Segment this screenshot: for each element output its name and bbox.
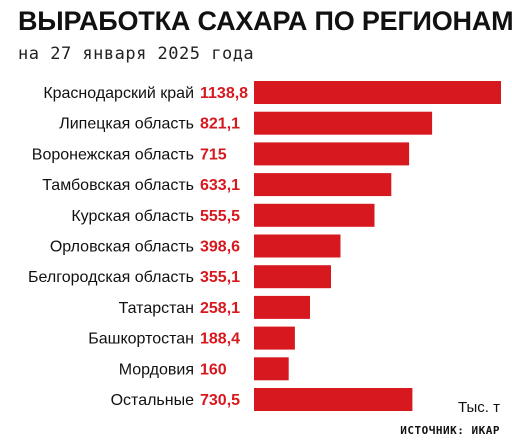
- category-label: Воронежская область: [32, 146, 194, 163]
- bar: [254, 234, 341, 258]
- bar: [254, 142, 410, 166]
- value-label: 398,6: [200, 239, 240, 256]
- source-label: ИСТОЧНИК: ИКАР: [400, 424, 500, 437]
- chart-title: ВЫРАБОТКА САХАРА ПО РЕГИОНАМ: [18, 6, 512, 36]
- chart-subtitle: на 27 января 2025 года: [18, 44, 255, 64]
- category-label: Остальные: [111, 392, 195, 409]
- category-label: Башкортостан: [88, 331, 194, 348]
- value-label: 555,5: [200, 208, 240, 225]
- category-label: Краснодарский край: [43, 85, 194, 102]
- bar: [254, 326, 295, 350]
- bar: [254, 388, 413, 411]
- value-label: 160: [200, 361, 227, 378]
- bar: [254, 265, 331, 289]
- category-label: Липецкая область: [59, 116, 194, 133]
- unit-label: Тыс. т: [458, 399, 500, 416]
- category-label: Татарстан: [119, 300, 194, 317]
- bar: [254, 81, 501, 104]
- bar: [254, 357, 289, 381]
- value-label: 633,1: [200, 177, 240, 194]
- bar: [254, 203, 375, 227]
- value-label: 258,1: [200, 300, 240, 317]
- value-label: 730,5: [200, 392, 240, 409]
- value-label: 821,1: [200, 116, 240, 133]
- value-label: 355,1: [200, 269, 240, 286]
- category-label: Тамбовская область: [42, 177, 194, 194]
- category-label: Орловская область: [50, 239, 194, 256]
- bar: [254, 295, 310, 319]
- bar: [254, 173, 392, 197]
- value-label: 188,4: [200, 331, 240, 348]
- bar: [254, 111, 433, 135]
- category-label: Мордовия: [119, 361, 194, 378]
- category-label: Белгородская область: [28, 269, 194, 286]
- value-label: 715: [200, 146, 227, 163]
- value-label: 1138,8: [200, 85, 248, 102]
- category-label: Курская область: [71, 208, 194, 225]
